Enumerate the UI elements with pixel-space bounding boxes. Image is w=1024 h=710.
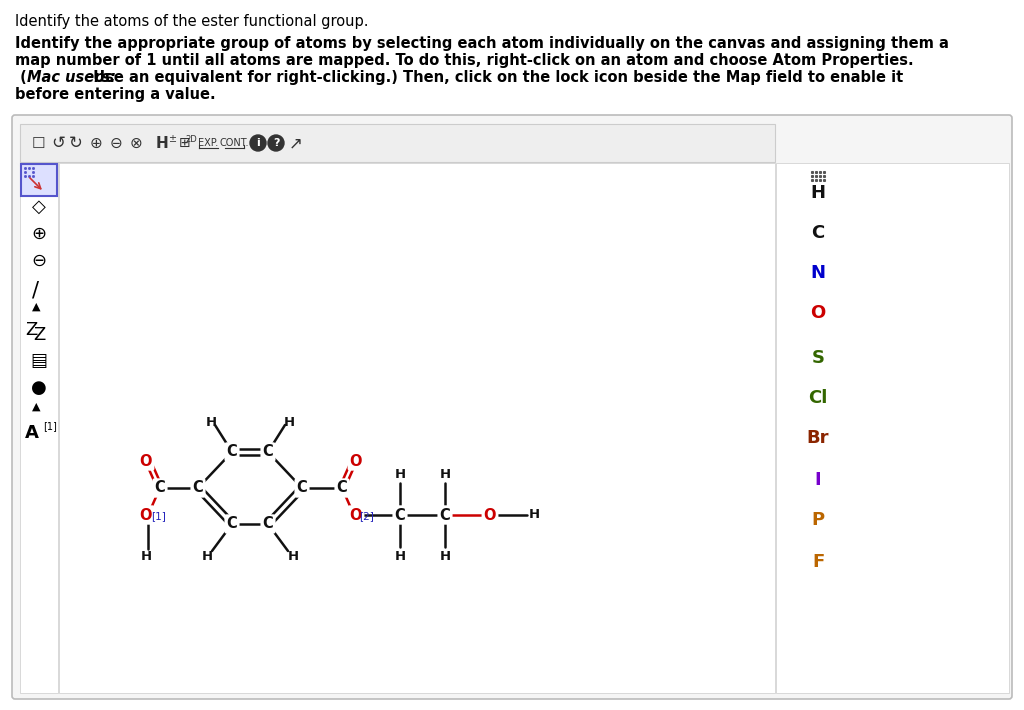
Text: ⊖: ⊖ xyxy=(32,252,46,270)
Text: H: H xyxy=(439,467,451,481)
Text: [2]: [2] xyxy=(359,511,375,521)
Text: C: C xyxy=(193,481,204,496)
Bar xyxy=(22,164,57,196)
Text: ⊗: ⊗ xyxy=(130,136,142,151)
Bar xyxy=(20,163,58,693)
Text: ⊕: ⊕ xyxy=(32,225,46,243)
Text: Z: Z xyxy=(25,321,37,339)
Text: (: ( xyxy=(15,70,27,85)
Text: N: N xyxy=(811,264,825,282)
FancyBboxPatch shape xyxy=(12,115,1012,699)
Text: C: C xyxy=(297,481,307,496)
Text: C: C xyxy=(337,481,347,496)
Text: C: C xyxy=(155,481,165,496)
Text: I: I xyxy=(815,471,821,489)
Text: O: O xyxy=(350,508,362,523)
Text: [1]: [1] xyxy=(43,421,57,431)
Text: O: O xyxy=(810,304,825,322)
Text: ±: ± xyxy=(168,134,176,144)
Text: map number of 1 until all atoms are mapped. To do this, right-click on an atom a: map number of 1 until all atoms are mapp… xyxy=(15,53,913,68)
Text: ●: ● xyxy=(251,134,265,152)
Text: EXP.: EXP. xyxy=(198,138,218,148)
Circle shape xyxy=(250,135,266,151)
Text: P: P xyxy=(811,511,824,529)
Text: O: O xyxy=(483,508,497,523)
Text: C: C xyxy=(262,516,273,532)
Text: H: H xyxy=(811,184,825,202)
Text: 2D: 2D xyxy=(185,134,197,143)
Text: ⊞: ⊞ xyxy=(179,136,190,150)
Text: ↗: ↗ xyxy=(289,134,303,152)
Text: C: C xyxy=(226,516,238,532)
Text: ☐: ☐ xyxy=(31,136,45,151)
Text: ⊖: ⊖ xyxy=(110,136,123,151)
Text: C: C xyxy=(439,508,451,523)
Text: ?: ? xyxy=(271,134,281,152)
Text: O: O xyxy=(139,508,153,523)
Text: H: H xyxy=(140,550,152,564)
Text: CONT.: CONT. xyxy=(219,138,249,148)
Text: ↻: ↻ xyxy=(69,134,83,152)
Text: H: H xyxy=(206,415,216,429)
Text: A: A xyxy=(25,424,39,442)
Bar xyxy=(59,163,775,693)
Text: H: H xyxy=(284,415,295,429)
Text: H: H xyxy=(202,550,213,562)
Text: ▤: ▤ xyxy=(31,352,47,370)
Text: H: H xyxy=(288,550,299,562)
Text: Use an equivalent for right-clicking.) Then, click on the lock icon beside the M: Use an equivalent for right-clicking.) T… xyxy=(88,70,903,85)
Text: H: H xyxy=(394,467,406,481)
Text: Z: Z xyxy=(33,326,45,344)
Text: ⊕: ⊕ xyxy=(90,136,102,151)
Text: S: S xyxy=(811,349,824,367)
Text: /: / xyxy=(33,280,40,300)
Text: ?: ? xyxy=(272,138,280,148)
Bar xyxy=(20,124,775,162)
Text: O: O xyxy=(350,454,362,469)
Text: ▲: ▲ xyxy=(32,402,40,412)
Bar xyxy=(776,163,1009,693)
Text: F: F xyxy=(812,553,824,571)
Text: Br: Br xyxy=(807,429,829,447)
Text: H: H xyxy=(439,550,451,562)
Text: ●: ● xyxy=(31,379,47,397)
Text: C: C xyxy=(811,224,824,242)
Text: [1]: [1] xyxy=(152,511,167,521)
Text: Identify the appropriate group of atoms by selecting each atom individually on t: Identify the appropriate group of atoms … xyxy=(15,36,949,51)
Text: H: H xyxy=(394,550,406,562)
Text: Mac users:: Mac users: xyxy=(27,70,116,85)
Text: C: C xyxy=(394,508,406,523)
Text: H: H xyxy=(156,136,168,151)
Text: before entering a value.: before entering a value. xyxy=(15,87,216,102)
Text: O: O xyxy=(139,454,153,469)
Circle shape xyxy=(268,135,284,151)
Text: Cl: Cl xyxy=(808,389,827,407)
Text: ↺: ↺ xyxy=(51,134,65,152)
Text: ◇: ◇ xyxy=(32,198,46,216)
Text: C: C xyxy=(262,444,273,459)
Text: Identify the atoms of the ester functional group.: Identify the atoms of the ester function… xyxy=(15,14,369,29)
Text: i: i xyxy=(256,138,260,148)
Text: C: C xyxy=(226,444,238,459)
Text: ▲: ▲ xyxy=(32,302,40,312)
Text: H: H xyxy=(528,508,540,522)
